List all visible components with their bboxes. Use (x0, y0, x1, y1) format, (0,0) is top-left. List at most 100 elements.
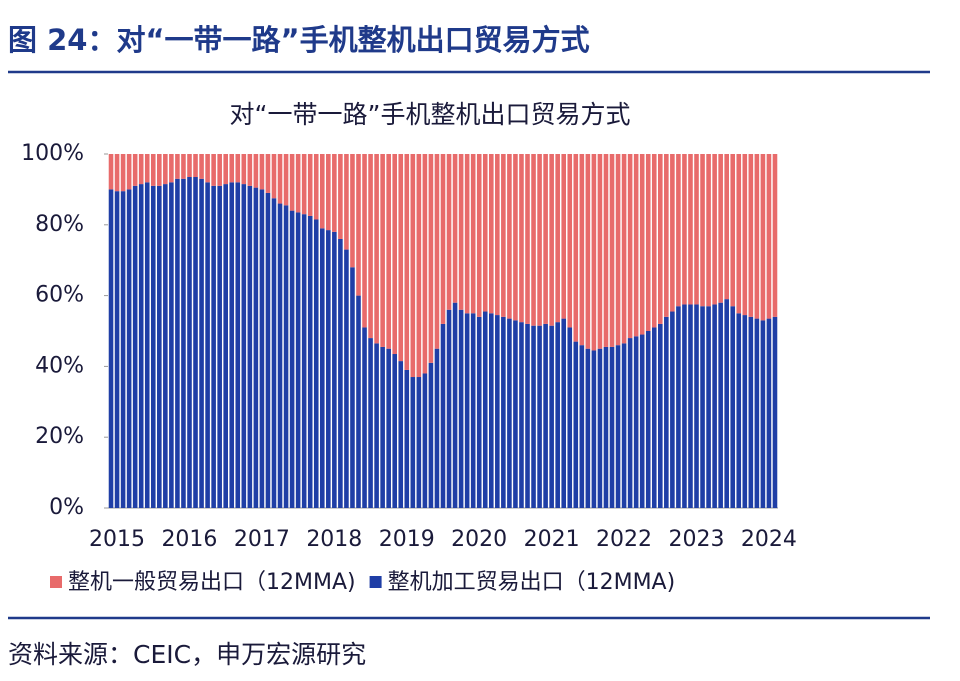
bar-segment (754, 154, 760, 319)
bar-segment (193, 177, 198, 508)
bar-segment (676, 154, 681, 307)
bar-segment (338, 154, 343, 239)
x-tick-label: 2017 (234, 527, 290, 552)
bar-segment (368, 338, 373, 508)
bar-segment (513, 320, 518, 508)
bar-segment (235, 154, 241, 183)
bar-segment (319, 228, 325, 508)
bar-segment (229, 154, 235, 183)
bar-segment (645, 154, 651, 331)
bar-segment (271, 154, 277, 199)
bar-segment (374, 343, 379, 508)
bar-segment (682, 304, 687, 508)
bar-segment (169, 154, 174, 183)
y-tick-label: 60% (35, 283, 84, 308)
bar-segment (120, 191, 126, 509)
legend-label: 整机一般贸易出口（12MMA) (68, 570, 356, 595)
bar-segment (591, 350, 597, 508)
legend-swatch (369, 576, 382, 588)
bar-segment (452, 302, 458, 508)
bar-segment (742, 154, 748, 316)
bar-segment (766, 318, 772, 508)
x-tick-label: 2020 (451, 527, 507, 552)
bar-segment (169, 182, 174, 508)
bar-segment (470, 154, 476, 314)
bar-segment (658, 154, 663, 324)
bar-segment (772, 154, 778, 317)
bar-segment (120, 154, 126, 192)
bar-segment (175, 154, 180, 179)
bar-segment (386, 348, 391, 508)
bar-segment (609, 154, 615, 347)
bar-segment (247, 154, 253, 186)
bar-segment (567, 154, 573, 328)
bar-segment (748, 154, 754, 317)
bar-segment (700, 154, 705, 307)
bar-segment (543, 323, 548, 508)
bar-segment (229, 182, 235, 508)
x-tick-label: 2018 (306, 527, 362, 552)
bar-segment (730, 306, 736, 508)
bar-segment (350, 154, 355, 268)
bar-segment (633, 336, 639, 508)
bar-segment (736, 154, 742, 314)
bar-segment (241, 154, 247, 185)
bar-segment (567, 327, 573, 508)
bar-segment (452, 154, 458, 303)
bar-segment (561, 154, 567, 319)
bar-segment (163, 154, 168, 185)
bar-segment (597, 348, 603, 508)
bar-segment (724, 154, 729, 300)
bar-segment (482, 154, 488, 312)
bar-segment (356, 154, 361, 296)
bar-segment (476, 316, 482, 508)
bar-segment (585, 348, 591, 508)
bar-segment (289, 154, 295, 211)
bar-segment (531, 325, 536, 508)
bar-segment (561, 318, 567, 508)
bar-segment (676, 306, 681, 508)
bar-segment (163, 184, 168, 508)
bar-segment (313, 219, 319, 509)
bar-segment (157, 185, 162, 509)
bar-segment (307, 154, 313, 216)
bar-segment (760, 320, 766, 508)
bar-segment (301, 154, 307, 215)
bar-segment (181, 154, 186, 179)
bar-segment (537, 325, 542, 508)
bar-segment (144, 182, 150, 508)
bar-segment (718, 302, 723, 508)
bar-segment (114, 191, 120, 509)
bar-segment (428, 154, 434, 363)
bar-segment (193, 154, 198, 178)
bar-segment (181, 178, 186, 508)
bar-segment (464, 313, 470, 508)
bar-segment (253, 187, 259, 508)
bar-segment (404, 369, 410, 508)
bar-segment (138, 154, 144, 185)
bar-segment (295, 212, 301, 508)
bar-segment (519, 322, 524, 508)
bar-segment (313, 154, 319, 220)
bar-segment (639, 334, 645, 508)
bar-segment (525, 154, 530, 324)
bar-segment (265, 154, 271, 193)
bar-segment (362, 327, 367, 508)
bar-segment (688, 304, 693, 508)
bar-segment (223, 154, 228, 185)
bar-segment (301, 214, 307, 508)
bar-segment (422, 154, 428, 374)
bar-segment (380, 346, 385, 508)
bar-segment (217, 154, 222, 186)
bar-segment (211, 185, 216, 509)
bar-segment (332, 231, 337, 508)
bar-segment (718, 154, 723, 303)
bar-segment (549, 154, 554, 326)
bar-segment (706, 306, 711, 508)
bar-segment (392, 354, 398, 508)
bar-segment (724, 299, 729, 508)
x-tick-label: 2022 (596, 527, 652, 552)
bar-segment (434, 154, 440, 349)
bar-segment (488, 313, 494, 508)
bar-segment (664, 316, 669, 508)
